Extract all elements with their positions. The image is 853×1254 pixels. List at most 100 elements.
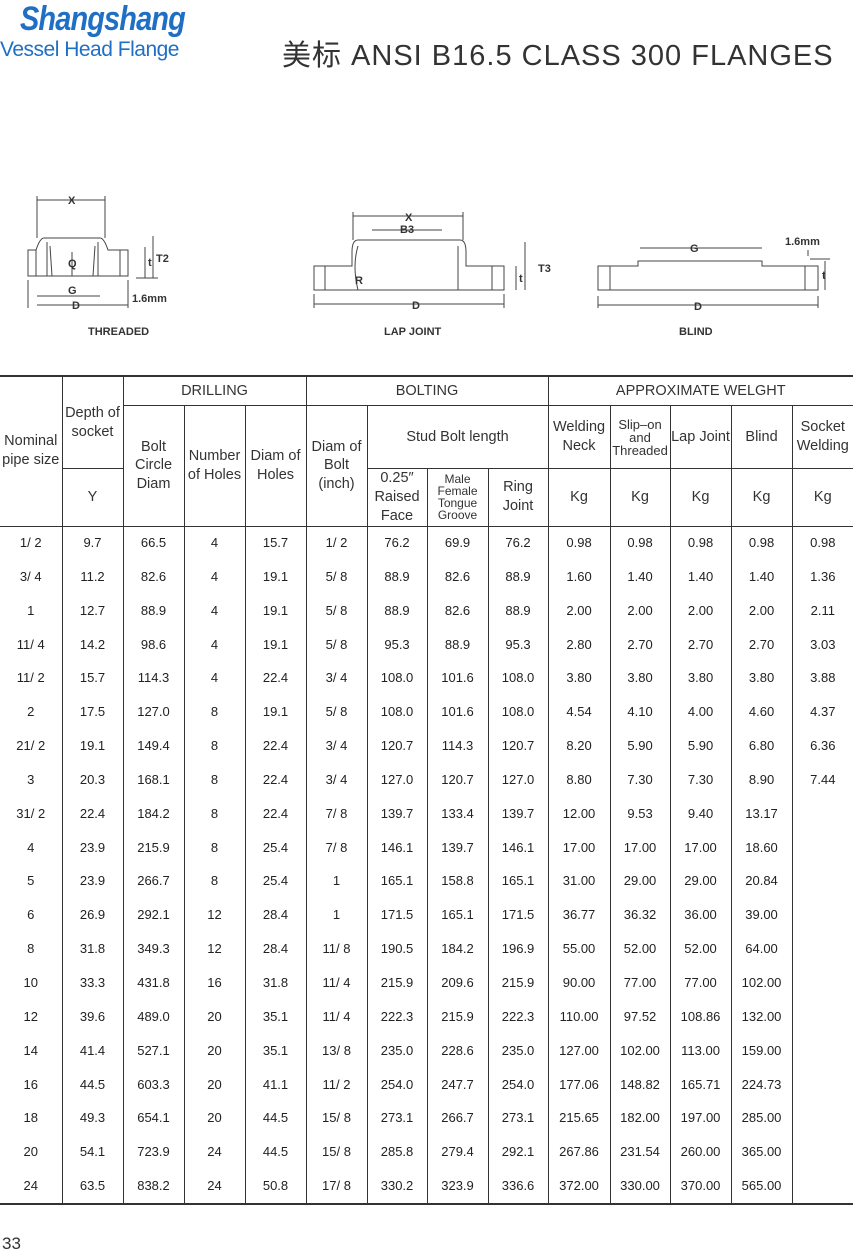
threaded-label-d: D xyxy=(72,300,80,312)
table-row: 24 63.5 838.2 24 50.8 17/ 8 330.2 323.9 336.6 372… xyxy=(0,1169,853,1205)
table-cell xyxy=(791,1000,853,1035)
table-cell: 88.9 xyxy=(426,628,489,662)
table-cell xyxy=(791,1034,853,1069)
table-cell: 10 xyxy=(0,966,63,1001)
table-cell: 4.54 xyxy=(547,695,611,730)
table-cell: 260.00 xyxy=(669,1135,732,1170)
table-cell: 88.9 xyxy=(366,594,428,629)
table-cell xyxy=(791,831,853,865)
table-cell: 222.3 xyxy=(366,1000,428,1035)
lap-label-d: D xyxy=(412,300,420,312)
table-cell: 330.2 xyxy=(366,1169,428,1205)
table-cell: 95.3 xyxy=(487,628,549,662)
table-cell: 168.1 xyxy=(122,763,185,798)
header-number-holes: Number of Holes xyxy=(183,405,246,527)
table-cell: 3.80 xyxy=(609,661,671,696)
threaded-label-t: t xyxy=(148,257,152,269)
unit-kg: Kg xyxy=(669,468,732,527)
table-cell: 292.1 xyxy=(487,1135,549,1170)
table-cell: 489.0 xyxy=(122,1000,185,1035)
header-diam-bolt: Diam of Bolt (inch) xyxy=(305,405,368,527)
table-cell: 323.9 xyxy=(426,1169,489,1205)
table-cell: 4 xyxy=(0,831,63,865)
table-cell: 1.40 xyxy=(669,560,732,595)
table-cell: 19.1 xyxy=(244,594,307,629)
table-cell: 102.00 xyxy=(730,966,793,1001)
table-cell: 365.00 xyxy=(730,1135,793,1170)
table-cell: 3.88 xyxy=(791,661,853,696)
table-cell: 2.11 xyxy=(791,594,853,629)
table-cell: 108.0 xyxy=(366,695,428,730)
table-cell: 2.00 xyxy=(547,594,611,629)
table-cell: 26.9 xyxy=(61,898,124,933)
brand-logo: Shangshang xyxy=(20,0,186,38)
table-cell: 39.6 xyxy=(61,1000,124,1035)
table-cell: 33.3 xyxy=(61,966,124,1001)
table-cell: 292.1 xyxy=(122,898,185,933)
table-cell: 254.0 xyxy=(366,1068,428,1102)
table-cell: 95.3 xyxy=(366,628,428,662)
table-cell: 1.36 xyxy=(791,560,853,595)
table-cell xyxy=(791,1068,853,1102)
table-cell: 139.7 xyxy=(487,797,549,832)
table-cell: 24 xyxy=(183,1169,246,1205)
table-cell: 209.6 xyxy=(426,966,489,1001)
table-cell: 184.2 xyxy=(426,932,489,967)
table-cell: 8 xyxy=(183,695,246,730)
table-cell: 12.00 xyxy=(547,797,611,832)
table-cell: 127.0 xyxy=(487,763,549,798)
table-cell: 50.8 xyxy=(244,1169,307,1205)
table-cell: 197.00 xyxy=(669,1101,732,1136)
table-cell: 12.7 xyxy=(61,594,124,629)
flange-spec-table: Nominal pipe size Depth of socket DRILLI… xyxy=(0,375,853,1206)
table-cell: 101.6 xyxy=(426,661,489,696)
table-cell: 17.00 xyxy=(609,831,671,865)
table-cell: 82.6 xyxy=(426,594,489,629)
table-cell: 12 xyxy=(0,1000,63,1035)
table-cell xyxy=(791,864,853,899)
table-cell: 149.4 xyxy=(122,729,185,764)
threaded-diagram xyxy=(27,196,158,308)
table-cell: 24 xyxy=(0,1169,63,1205)
table-cell: 31.8 xyxy=(244,966,307,1001)
table-cell: 7/ 8 xyxy=(305,797,368,832)
table-cell: 603.3 xyxy=(122,1068,185,1102)
table-cell: 3/ 4 xyxy=(305,661,368,696)
blind-label-d: D xyxy=(694,301,702,313)
table-cell: 20 xyxy=(183,1101,246,1136)
table-cell: 1 xyxy=(305,898,368,933)
table-cell: 247.7 xyxy=(426,1068,489,1102)
table-cell: 0.98 xyxy=(791,525,853,561)
table-cell: 2.80 xyxy=(547,628,611,662)
table-cell: 9.7 xyxy=(61,525,124,561)
table-row: 18 49.3 654.1 20 44.5 15/ 8 273.1 266.7 273.1 215… xyxy=(0,1101,853,1136)
table-cell: 17/ 8 xyxy=(305,1169,368,1205)
table-cell: 88.9 xyxy=(122,594,185,629)
table-cell: 63.5 xyxy=(61,1169,124,1205)
blind-diagram xyxy=(597,247,830,308)
table-cell: 215.9 xyxy=(426,1000,489,1035)
table-body: 1/ 2 9.7 66.5 4 15.7 1/ 2 76.2 69.9 76.2 0.98 0.98… xyxy=(0,525,853,1205)
table-row: 12 39.6 489.0 20 35.1 11/ 4 222.3 215.9 222.3 110… xyxy=(0,1000,853,1035)
header-bolt-circle: Bolt Circle Diam xyxy=(123,405,185,527)
table-cell: 8 xyxy=(0,932,63,967)
table-cell: 224.73 xyxy=(730,1068,793,1102)
header-blind: Blind xyxy=(730,405,793,469)
table-cell: 171.5 xyxy=(487,898,549,933)
lap-label-b3: B3 xyxy=(400,224,414,236)
table-cell: 4.60 xyxy=(730,695,793,730)
table-cell: 177.06 xyxy=(547,1068,611,1102)
table-cell: 55.00 xyxy=(547,932,611,967)
table-cell: 28.4 xyxy=(244,932,307,967)
page-title: 美标 ANSI B16.5 CLASS 300 FLANGES xyxy=(282,40,834,72)
table-cell: 5/ 8 xyxy=(305,594,368,629)
table-cell: 2.00 xyxy=(730,594,793,629)
table-row: 8 31.8 349.3 12 28.4 11/ 8 190.5 184.2 196.9 55.0… xyxy=(0,932,853,967)
table-cell: 4.37 xyxy=(791,695,853,730)
table-cell: 8 xyxy=(183,763,246,798)
lap-joint-diagram xyxy=(313,212,526,308)
table-cell: 6 xyxy=(0,898,63,933)
table-cell: 108.0 xyxy=(487,661,549,696)
table-cell: 196.9 xyxy=(487,932,549,967)
table-cell: 25.4 xyxy=(244,864,307,899)
